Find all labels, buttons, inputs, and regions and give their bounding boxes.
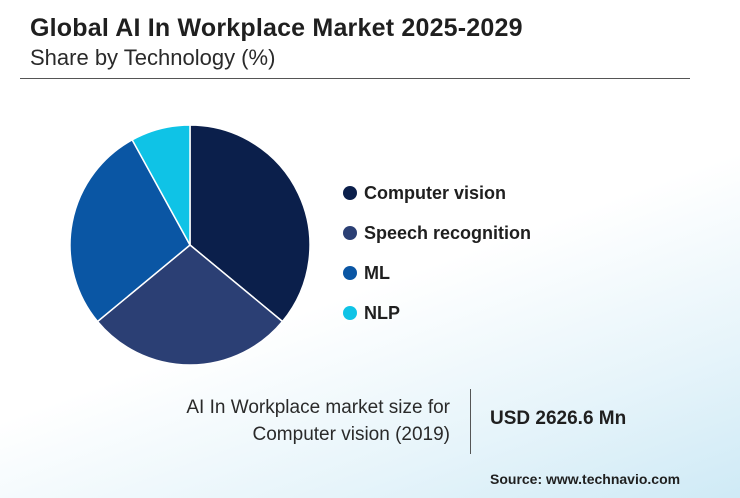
source-credit: Source: www.technavio.com	[490, 471, 681, 487]
pie-slice-speech-recognition	[96, 244, 284, 366]
legend-label: Computer vision	[364, 182, 507, 203]
pie-slice-ml	[69, 138, 191, 323]
pie-slice-nlp	[131, 124, 191, 246]
legend-item-nlp: NLP	[343, 293, 531, 333]
legend-label: Speech recognition	[364, 222, 532, 243]
market-size-label-line1: AI In Workplace market size for	[186, 397, 450, 418]
market-size-label-line2: Computer vision (2019)	[252, 424, 450, 445]
legend-swatch	[343, 226, 357, 240]
legend-swatch	[343, 306, 357, 320]
legend-label: NLP	[364, 302, 400, 323]
legend-item-ml: ML	[343, 253, 531, 293]
legend-item-speech-recognition: Speech recognition	[343, 213, 531, 253]
info-divider	[470, 389, 471, 454]
pie-slice-computer-vision	[189, 124, 311, 323]
legend-item-computer-vision: Computer vision	[343, 173, 531, 213]
market-size-label: AI In Workplace market size for Computer…	[120, 394, 450, 448]
chart-title: Global AI In Workplace Market 2025-2029	[30, 14, 523, 42]
market-size-value: USD 2626.6 Mn	[490, 408, 627, 429]
legend-label: ML	[364, 262, 390, 283]
pie-chart	[69, 124, 311, 366]
legend-swatch	[343, 186, 357, 200]
chart-subtitle: Share by Technology (%)	[30, 45, 276, 70]
legend-swatch	[343, 266, 357, 280]
title-divider	[20, 78, 690, 79]
chart-legend: Computer vision Speech recognition ML NLP	[343, 173, 531, 333]
